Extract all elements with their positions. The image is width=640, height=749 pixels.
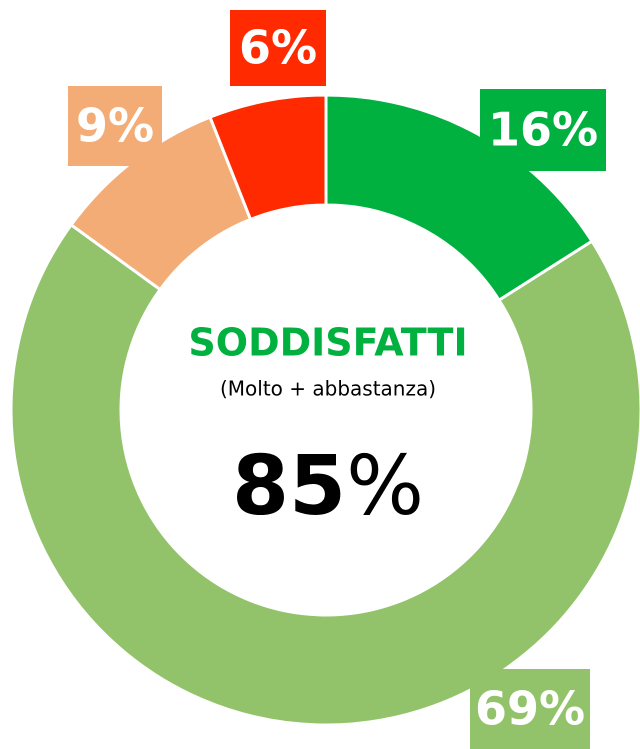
- labels: 16% 69% 9% 6%: [68, 10, 606, 749]
- center-unit: %: [346, 439, 424, 534]
- slices: [9, 93, 640, 727]
- data-label: 69%: [475, 682, 585, 736]
- center-number: 85: [232, 439, 346, 534]
- label-box: [470, 669, 590, 749]
- slice: [208, 93, 328, 222]
- data-label: 9%: [76, 99, 154, 153]
- center-title: SODDISFATTI: [188, 321, 467, 365]
- data-label: 16%: [488, 103, 598, 157]
- label-box: [68, 86, 162, 166]
- slice: [9, 222, 640, 727]
- label-box: [230, 10, 326, 86]
- center-subtitle: (Molto + abbastanza): [220, 377, 436, 401]
- label-box: [480, 89, 606, 171]
- center-value: 85%: [232, 439, 424, 534]
- data-label: 6%: [239, 21, 317, 75]
